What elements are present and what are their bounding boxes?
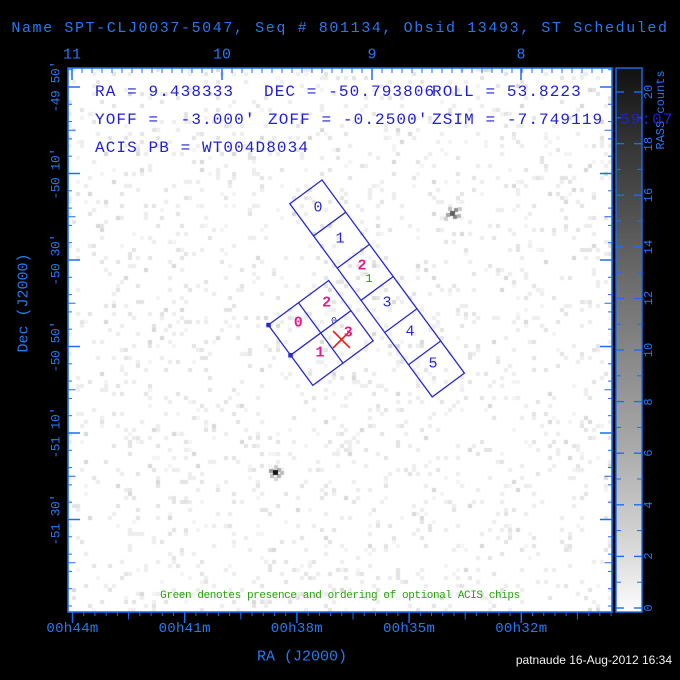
- y-axis-label: Dec (J2000): [15, 253, 33, 353]
- left-axis-tick-label: -51 10': [48, 407, 64, 459]
- zoff-value: ZOFF = -0.2500': [268, 111, 429, 129]
- optional-chips-caption: Green denotes presence and ordering of o…: [160, 590, 520, 602]
- zsim-overflow-text: 59:07: [620, 111, 674, 129]
- left-axis-tick-label: -50 10': [48, 147, 64, 200]
- roll-value: ROLL = 53.8223: [432, 83, 582, 101]
- colorbar-tick-label: 0: [642, 604, 656, 612]
- colorbar-tick-label: 8: [642, 397, 656, 406]
- bottom-axis-tick-label: 00h32m: [495, 621, 548, 637]
- left-axis-tick-label: -51 30': [48, 493, 64, 546]
- top-axis-tick-label: 11: [62, 46, 82, 64]
- left-axis-tick-label: -49 50': [48, 61, 64, 113]
- bottom-axis-tick-label: 00h35m: [382, 621, 436, 637]
- colorbar: [615, 67, 643, 613]
- bottom-axis-tick-label: 00h44m: [46, 621, 99, 637]
- colorbar-tick-label: 4: [642, 501, 656, 509]
- x-axis-label: RA (J2000): [256, 648, 348, 666]
- top-axis-tick-label: 9: [367, 46, 377, 64]
- yoff-value: YOFF = -3.000': [95, 111, 256, 129]
- colorbar-tick-label: 20: [642, 84, 656, 100]
- acis-pb-value: ACIS PB = WT004D8034: [95, 139, 310, 157]
- colorbar-tick-label: 16: [642, 187, 656, 203]
- window-title: Name SPT-CLJ0037-5047, Seq # 801134, Obs…: [11, 20, 669, 37]
- left-axis-tick-label: -50 50': [48, 320, 64, 373]
- colorbar-tick-label: 2: [642, 552, 656, 560]
- left-axis-tick-label: -50 30': [48, 234, 64, 286]
- ra-value: RA = 9.438333: [95, 83, 235, 101]
- colorbar-tick-label: 12: [642, 291, 656, 306]
- dec-value: DEC = -50.793806: [264, 83, 436, 101]
- top-axis-tick-label: 8: [516, 46, 526, 64]
- top-axis-tick-label: 10: [212, 46, 232, 64]
- status-bar: patnaude 16-Aug-2012 16:34: [515, 653, 672, 667]
- sky-image-plot[interactable]: RA = 9.438333 DEC = -50.793806 ROLL = 53…: [68, 68, 612, 612]
- colorbar-tick-label: 10: [642, 342, 656, 358]
- bottom-axis-tick-label: 00h41m: [158, 621, 211, 637]
- colorbar-tick-label: 6: [642, 449, 656, 457]
- colorbar-tick-label: 14: [642, 239, 656, 254]
- colorbar-title: RASS counts: [654, 70, 668, 150]
- bottom-axis-tick-label: 00h38m: [270, 621, 323, 637]
- colorbar-tick-label: 18: [642, 136, 656, 151]
- zsim-value: ZSIM = -7.749119: [432, 111, 604, 129]
